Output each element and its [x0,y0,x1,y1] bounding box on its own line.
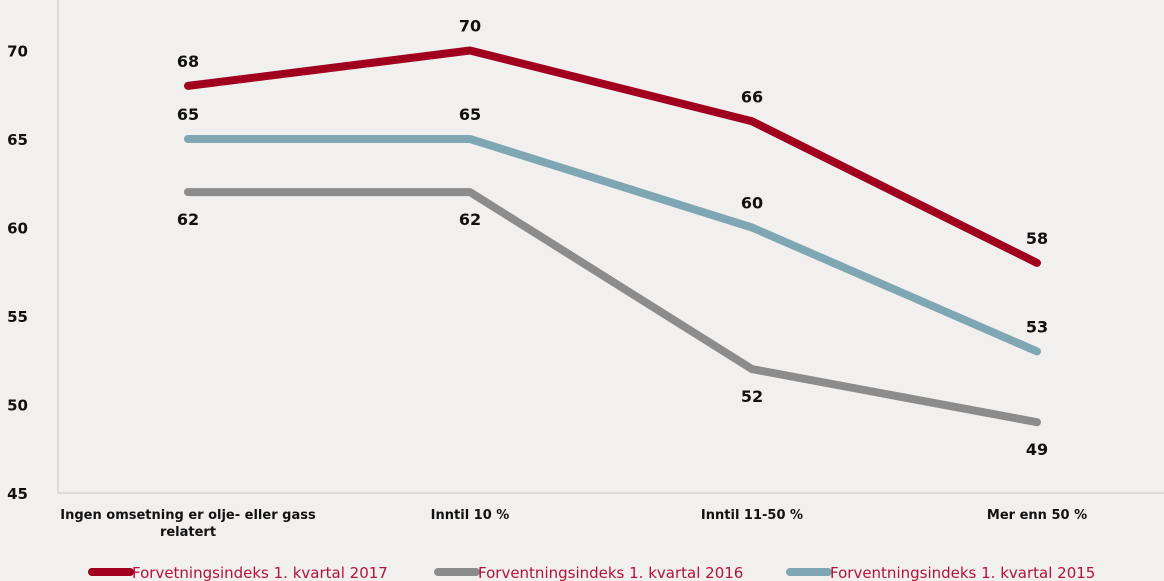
data-label: 66 [741,87,763,106]
data-label: 58 [1026,229,1048,248]
data-label: 65 [177,105,199,124]
legend-label: Forvetningsindeks 1. kvartal 2017 [132,564,388,581]
data-label: 49 [1026,440,1048,459]
x-axis: Ingen omsetning er olje- eller gass relat… [58,492,1164,540]
y-tick-label: 65 [7,131,28,149]
x-category-label: Mer enn 50 % [987,508,1087,523]
data-label: 62 [177,210,199,229]
data-label: 68 [177,52,199,71]
y-tick-label: 50 [7,397,28,415]
data-label: 53 [1026,317,1048,336]
data-label: 70 [459,17,481,36]
legend: Forvetningsindeks 1. kvartal 2017 Forvent… [88,564,1095,581]
x-category-label: Inntil 10 % [431,508,510,523]
series-line [184,46,1041,267]
data-label: 60 [741,194,763,213]
data-label: 62 [459,210,481,229]
series-line [184,135,1041,356]
legend-label: Forventningsindeks 1. kvartal 2016 [478,564,743,581]
series-lines [184,46,1041,427]
y-tick-label: 45 [7,485,28,503]
legend-label: Forventningsindeks 1. kvartal 2015 [830,564,1095,581]
data-label: 52 [741,387,763,406]
y-tick-label: 70 [7,43,28,61]
y-axis: 45 50 55 60 65 70 [7,0,59,503]
data-label: 65 [459,105,481,124]
x-category-label: Ingen omsetning er olje- eller gass [60,508,316,523]
series-line [184,188,1041,427]
y-tick-label: 55 [7,308,28,326]
x-category-label: relatert [160,525,216,540]
data-labels: 68 70 66 58 62 62 52 49 65 65 60 53 [177,17,1048,460]
y-tick-label: 60 [7,220,28,238]
x-category-label: Inntil 11-50 % [701,508,803,523]
